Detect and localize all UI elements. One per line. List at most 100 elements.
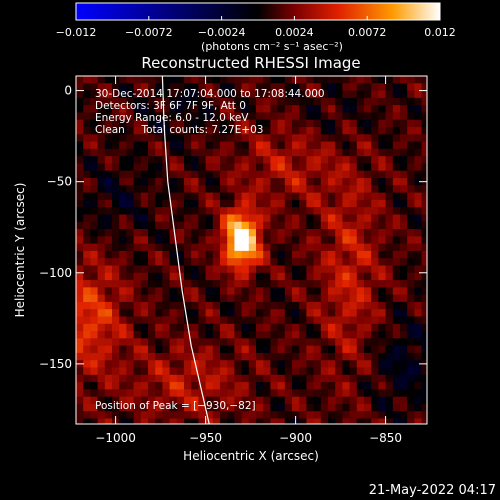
heatmap-cell [140, 199, 149, 208]
heatmap-cell [256, 418, 264, 424]
heatmap-cell [263, 105, 271, 114]
heatmap-cell [392, 323, 401, 332]
heatmap-cell [270, 352, 279, 361]
heatmap-cell [277, 127, 286, 135]
heatmap-cell [162, 280, 171, 288]
heatmap-cell [342, 280, 351, 288]
heatmap-cell [263, 148, 271, 157]
heatmap-cell [162, 112, 171, 121]
heatmap-cell [378, 396, 387, 405]
heatmap-cell [414, 250, 423, 259]
heatmap-cell [335, 367, 343, 376]
heatmap-cell [270, 185, 279, 194]
heatmap-cell [306, 185, 315, 194]
heatmap-cell [198, 396, 207, 405]
heatmap-cell [126, 97, 135, 106]
heatmap-cell [335, 258, 343, 267]
heatmap-cell [76, 309, 84, 318]
heatmap-cell [270, 178, 279, 186]
heatmap-cell [284, 331, 293, 339]
heatmap-cell [392, 309, 401, 318]
heatmap-cell [97, 83, 106, 92]
heatmap-cell [421, 214, 427, 223]
heatmap-cell [191, 352, 199, 361]
heatmap-cell [356, 367, 365, 376]
heatmap-cell [212, 250, 221, 259]
heatmap-cell [220, 170, 228, 179]
heatmap-cell [414, 389, 423, 398]
heatmap-cell [277, 112, 286, 121]
heatmap-cell [155, 309, 163, 318]
heatmap-cell [292, 287, 300, 296]
heatmap-cell [313, 192, 322, 201]
heatmap-cell [184, 331, 192, 339]
heatmap-cell [112, 127, 120, 135]
heatmap-cell [119, 170, 127, 179]
heatmap-cell [263, 170, 271, 179]
heatmap-cell [349, 141, 358, 150]
heatmap-cell [356, 214, 365, 223]
heatmap-cell [306, 163, 315, 172]
heatmap-cell [169, 418, 178, 424]
heatmap-cell [299, 192, 307, 201]
heatmap-cell [220, 331, 228, 339]
heatmap-cell [148, 221, 156, 230]
heatmap-cell [248, 280, 257, 288]
heatmap-cell [162, 294, 171, 303]
heatmap-cell [205, 265, 214, 274]
heatmap-cell [277, 352, 286, 361]
heatmap-cell [335, 374, 343, 383]
heatmap-cell [277, 360, 286, 369]
heatmap-cell [306, 382, 315, 390]
heatmap-cell [162, 374, 171, 383]
heatmap-cell [176, 309, 185, 318]
heatmap-cell [299, 258, 307, 267]
heatmap-cell [83, 411, 91, 420]
heatmap-cell [162, 236, 171, 245]
heatmap-cell [306, 214, 315, 223]
heatmap-cell [140, 309, 149, 318]
heatmap-cell [241, 105, 250, 114]
heatmap-cell [169, 90, 178, 99]
heatmap-cell [126, 265, 135, 274]
heatmap-cell [306, 272, 315, 281]
heatmap-cell [256, 127, 264, 135]
heatmap-cell [335, 316, 343, 325]
heatmap-cell [421, 83, 427, 92]
heatmap-cell [184, 389, 192, 398]
heatmap-cell [191, 119, 199, 128]
heatmap-cell [335, 294, 343, 303]
heatmap-cell [97, 148, 106, 157]
heatmap-cell [212, 309, 221, 318]
heatmap-cell [241, 221, 250, 230]
heatmap-cell [263, 236, 271, 245]
heatmap-cell [220, 250, 228, 259]
heatmap-cell [270, 389, 279, 398]
heatmap-cell [400, 229, 408, 237]
heatmap-cell [205, 316, 214, 325]
heatmap-cell [205, 374, 214, 383]
heatmap-cell [385, 221, 394, 230]
heatmap-cell [83, 156, 91, 165]
heatmap-cell [299, 389, 307, 398]
heatmap-cell [392, 331, 401, 339]
heatmap-cell [155, 258, 163, 267]
heatmap-cell [364, 367, 372, 376]
heatmap-cell [162, 309, 171, 318]
heatmap-cell [220, 134, 228, 143]
heatmap-cell [212, 105, 221, 114]
heatmap-cell [356, 250, 365, 259]
heatmap-cell [277, 418, 286, 424]
heatmap-cell [349, 97, 358, 106]
heatmap-cell [97, 221, 106, 230]
heatmap-cell [126, 170, 135, 179]
heatmap-cell [277, 301, 286, 310]
heatmap-cell [76, 294, 84, 303]
heatmap-cell [364, 338, 372, 347]
heatmap-cell [155, 250, 163, 259]
solar-limb-line [161, 76, 210, 424]
heatmap-cell [371, 112, 379, 121]
heatmap-cell [162, 331, 171, 339]
heatmap-cell [184, 374, 192, 383]
heatmap-cell [205, 134, 214, 143]
